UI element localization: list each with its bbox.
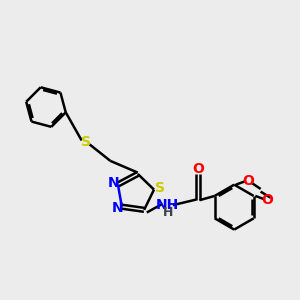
Text: O: O: [262, 193, 274, 206]
Text: N: N: [107, 176, 119, 190]
Text: O: O: [192, 163, 204, 176]
Text: NH: NH: [155, 198, 179, 212]
Text: N: N: [112, 201, 124, 215]
Text: H: H: [163, 206, 174, 219]
Text: O: O: [242, 174, 254, 188]
Text: S: S: [155, 181, 165, 195]
Text: S: S: [81, 135, 91, 149]
